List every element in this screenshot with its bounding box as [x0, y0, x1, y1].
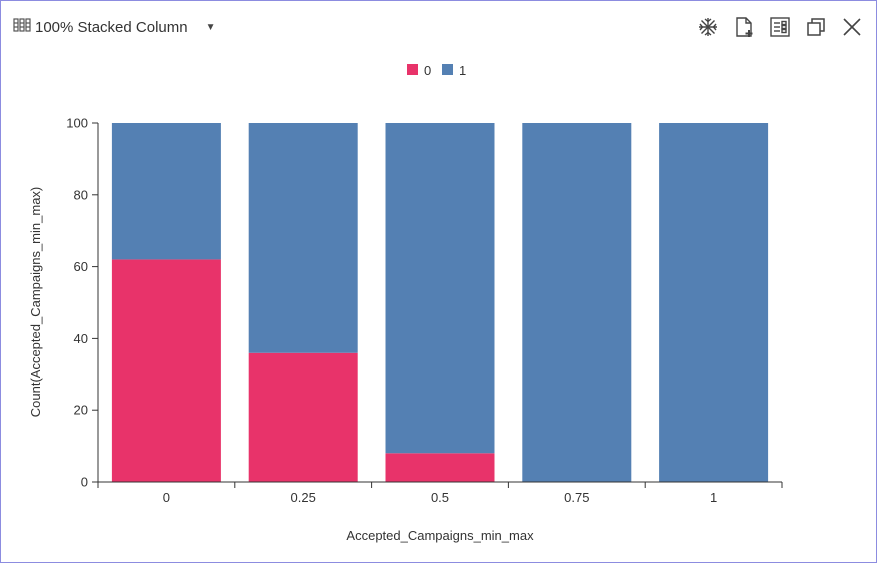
y-tick-label: 80	[74, 187, 88, 202]
y-tick-label: 40	[74, 331, 88, 346]
bar-series-1-cat-2	[385, 123, 495, 454]
x-tick-label: 0.25	[291, 490, 316, 505]
legend-swatch-1	[442, 64, 453, 75]
chart-type-icon	[13, 17, 31, 37]
bar-series-0-cat-1	[248, 352, 358, 482]
caret-down-icon[interactable]: ▼	[205, 21, 216, 33]
bar-series-1-cat-1	[248, 123, 358, 353]
bar-series-0-cat-2	[385, 453, 495, 482]
bar-series-1-cat-0	[111, 123, 221, 260]
bar-series-1-cat-3	[522, 123, 632, 482]
list-settings-icon[interactable]	[768, 15, 792, 39]
y-tick-label: 60	[74, 259, 88, 274]
chart-toolbar: 100% Stacked Column ▼	[1, 1, 876, 53]
y-tick-label: 0	[81, 475, 88, 490]
chart-type-label: 100% Stacked Column	[35, 18, 188, 36]
bars	[111, 123, 769, 482]
y-tick-label: 20	[74, 403, 88, 418]
legend-label-0: 0	[424, 63, 431, 78]
y-tick-label: 100	[66, 116, 88, 131]
chart-type-selector[interactable]: 100% Stacked Column ▼	[13, 17, 216, 37]
toolbar-actions	[696, 15, 864, 39]
bar-series-0-cat-0	[111, 259, 221, 482]
legend-label-1: 1	[459, 63, 466, 78]
close-icon[interactable]	[840, 15, 864, 39]
snowflake-icon[interactable]	[696, 15, 720, 39]
x-tick-label: 0.75	[564, 490, 589, 505]
bar-series-1-cat-4	[659, 123, 769, 482]
legend-swatch-0	[407, 64, 418, 75]
axes: 0 20 40 60 80 100 0 0.25 0.5 0.75 1	[66, 116, 783, 505]
x-axis-label: Accepted_Campaigns_min_max	[346, 528, 534, 543]
x-tick-label: 0	[163, 490, 170, 505]
x-tick-label: 0.5	[431, 490, 449, 505]
duplicate-icon[interactable]	[804, 15, 828, 39]
y-axis-label: Count(Accepted_Campaigns_min_max)	[28, 187, 43, 418]
x-tick-label: 1	[710, 490, 717, 505]
add-file-icon[interactable]	[732, 15, 756, 39]
